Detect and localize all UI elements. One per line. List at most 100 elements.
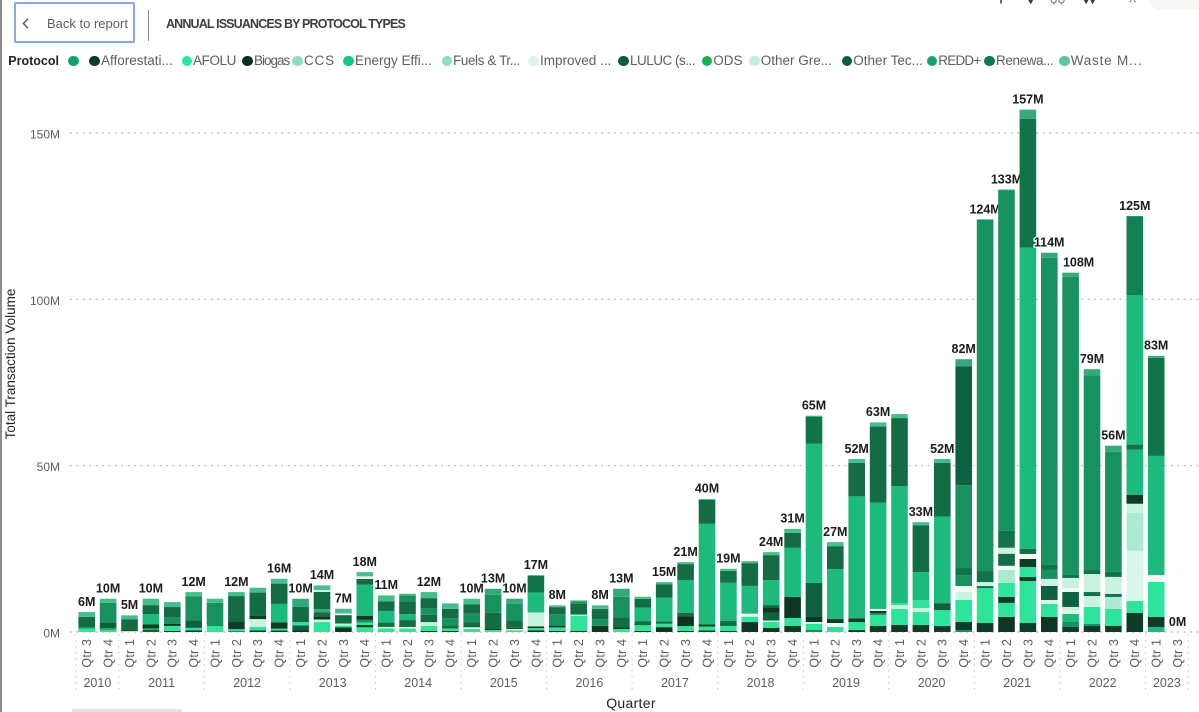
svg-text:Qtr 2: Qtr 2 [572,639,586,668]
svg-text:2014: 2014 [404,676,432,690]
svg-text:Qtr 4: Qtr 4 [615,639,629,668]
svg-text:Qtr 4: Qtr 4 [273,639,287,668]
svg-text:14M: 14M [310,568,334,582]
svg-text:79M: 79M [1080,352,1104,366]
svg-text:Qtr 1: Qtr 1 [123,639,137,668]
svg-text:Qtr 4: Qtr 4 [872,639,886,668]
svg-text:2021: 2021 [1003,676,1031,690]
svg-text:27M: 27M [823,525,847,539]
svg-text:2013: 2013 [319,676,347,690]
svg-text:Qtr 2: Qtr 2 [401,639,415,668]
svg-text:Qtr 3: Qtr 3 [679,639,693,668]
svg-text:Qtr 2: Qtr 2 [315,639,329,668]
svg-text:Qtr 4: Qtr 4 [786,639,800,668]
svg-text:21M: 21M [673,545,697,559]
svg-text:2015: 2015 [490,676,518,690]
svg-text:Qtr 2: Qtr 2 [829,639,843,668]
svg-text:65M: 65M [802,399,826,413]
svg-text:114M: 114M [1034,236,1065,250]
svg-text:Qtr 1: Qtr 1 [979,639,993,668]
svg-text:Qtr 4: Qtr 4 [102,639,116,668]
svg-text:12M: 12M [417,575,441,589]
svg-text:50M: 50M [37,460,60,474]
svg-text:Qtr 3: Qtr 3 [337,639,351,668]
svg-text:82M: 82M [952,342,976,356]
svg-text:2023: 2023 [1153,676,1181,690]
svg-text:5M: 5M [121,598,138,612]
svg-text:Qtr 1: Qtr 1 [208,639,222,668]
svg-text:Qtr 4: Qtr 4 [700,639,714,668]
svg-text:7M: 7M [335,592,352,606]
svg-text:18M: 18M [353,555,377,569]
svg-text:12M: 12M [182,575,206,589]
svg-text:2011: 2011 [148,676,175,690]
svg-text:56M: 56M [1101,429,1125,443]
svg-text:Qtr 4: Qtr 4 [1043,639,1057,668]
svg-text:Qtr 4: Qtr 4 [444,639,458,668]
svg-text:8M: 8M [549,588,566,602]
svg-text:100M: 100M [30,294,60,308]
svg-text:Qtr 2: Qtr 2 [144,639,158,668]
svg-text:2012: 2012 [233,676,261,690]
svg-text:Qtr 3: Qtr 3 [850,639,864,668]
svg-text:Qtr 3: Qtr 3 [765,639,779,668]
svg-text:Qtr 3: Qtr 3 [80,639,94,668]
svg-text:Qtr 2: Qtr 2 [230,639,244,668]
svg-text:2019: 2019 [832,676,860,690]
svg-text:12M: 12M [224,575,248,589]
svg-text:17M: 17M [524,558,548,572]
svg-text:Qtr 4: Qtr 4 [957,639,971,668]
svg-text:10M: 10M [139,582,163,596]
svg-text:10M: 10M [288,582,312,596]
svg-text:40M: 40M [695,482,719,496]
svg-text:Qtr 1: Qtr 1 [465,639,479,668]
svg-text:Qtr 4: Qtr 4 [358,639,372,668]
svg-text:Qtr 2: Qtr 2 [487,639,501,668]
svg-text:33M: 33M [909,505,933,519]
svg-text:Qtr 2: Qtr 2 [1000,639,1014,668]
svg-text:0M: 0M [1169,615,1186,629]
svg-text:Qtr 3: Qtr 3 [166,639,180,668]
svg-text:2018: 2018 [747,676,775,690]
svg-text:Quarter: Quarter [606,695,656,711]
svg-text:Qtr 3: Qtr 3 [594,639,608,668]
svg-text:Qtr 2: Qtr 2 [1085,639,1099,668]
svg-text:2022: 2022 [1089,676,1117,690]
svg-text:0M: 0M [43,627,60,641]
svg-text:10M: 10M [460,582,484,596]
svg-text:11M: 11M [374,578,398,592]
svg-text:150M: 150M [30,127,60,141]
svg-text:Qtr 2: Qtr 2 [743,639,757,668]
svg-text:Qtr 1: Qtr 1 [893,639,907,668]
svg-text:Qtr 1: Qtr 1 [294,639,308,668]
svg-text:19M: 19M [716,552,740,566]
svg-text:Qtr 3: Qtr 3 [1171,639,1185,668]
svg-text:Qtr 3: Qtr 3 [1021,639,1035,668]
svg-text:124M: 124M [969,202,1000,216]
svg-text:Qtr 3: Qtr 3 [508,639,522,668]
svg-text:Qtr 1: Qtr 1 [807,639,821,668]
svg-text:Qtr 2: Qtr 2 [914,639,928,668]
svg-text:63M: 63M [866,405,890,419]
svg-text:83M: 83M [1144,339,1168,353]
svg-text:8M: 8M [591,588,608,602]
svg-text:Qtr 1: Qtr 1 [1064,639,1078,668]
svg-text:Qtr 4: Qtr 4 [187,639,201,668]
svg-text:108M: 108M [1063,256,1094,270]
svg-text:Qtr 4: Qtr 4 [529,639,543,668]
svg-text:16M: 16M [267,562,291,576]
svg-text:Qtr 4: Qtr 4 [1128,639,1142,668]
svg-text:10M: 10M [502,582,526,596]
svg-text:52M: 52M [845,442,869,456]
svg-text:10M: 10M [96,582,120,596]
svg-text:52M: 52M [930,442,954,456]
svg-text:125M: 125M [1119,199,1150,213]
svg-text:133M: 133M [991,172,1022,186]
svg-text:Qtr 3: Qtr 3 [1107,639,1121,668]
svg-text:Qtr 1: Qtr 1 [636,639,650,668]
svg-text:2010: 2010 [83,676,111,690]
svg-text:6M: 6M [78,595,95,609]
svg-text:Qtr 1: Qtr 1 [380,639,394,668]
svg-text:15M: 15M [652,565,676,579]
svg-text:13M: 13M [481,572,505,586]
